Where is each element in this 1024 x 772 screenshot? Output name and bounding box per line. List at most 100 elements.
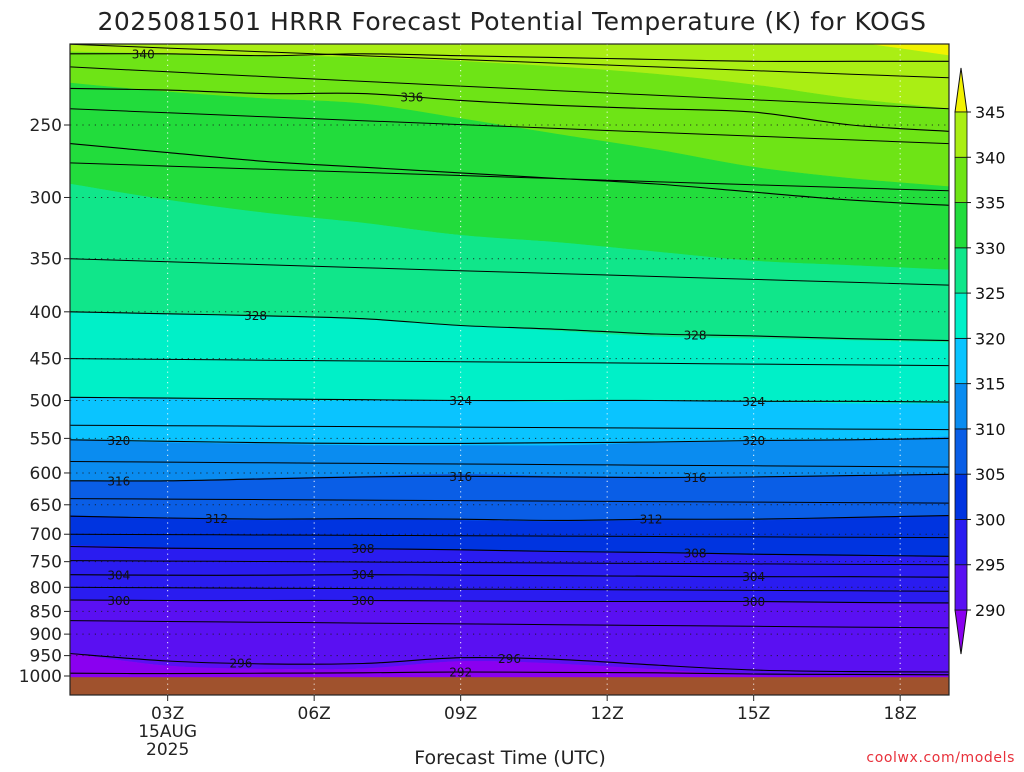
contour-line-312 (70, 515, 949, 521)
colorbar-label: 345 (975, 103, 1006, 122)
contour-label-316: 316 (684, 471, 707, 485)
colorbar-label: 335 (975, 194, 1006, 213)
grid-layer (70, 44, 949, 695)
contour-label-324: 324 (449, 394, 472, 408)
plot-frame (69, 43, 950, 696)
contour-label-340: 340 (132, 47, 155, 61)
y-tick-label: 850 (30, 602, 62, 622)
contour-line-340 (70, 53, 949, 63)
y-tick-label: 950 (30, 647, 62, 667)
contour-line-316 (70, 473, 949, 482)
colorbar-label: 320 (975, 329, 1006, 348)
colorbar-segment (954, 337, 968, 385)
x-tick-label: 06Z (298, 704, 331, 724)
x-tick-label: 15Z (737, 704, 770, 724)
contour-label-300: 300 (107, 594, 130, 608)
y-tick-label: 1000 (19, 667, 62, 687)
colorbar-label: 300 (975, 510, 1006, 529)
y-tick-label: 750 (30, 553, 62, 573)
x-tick-sublabel: 15AUG (138, 722, 197, 742)
x-tick-label: 12Z (591, 704, 624, 724)
contour-line-336 (70, 87, 949, 132)
contour-line-minor (70, 424, 949, 431)
contour-label-312: 312 (640, 513, 663, 527)
theta-fill-layer (70, 44, 949, 695)
contour-line-304 (70, 574, 949, 578)
contour-label-320: 320 (107, 434, 130, 448)
contour-label-300: 300 (742, 595, 765, 609)
colorbar-segment (954, 428, 968, 475)
theta-band (70, 396, 949, 447)
colorbar-label: 305 (975, 465, 1006, 484)
colorbar-segment (954, 519, 968, 566)
y-tick-label: 500 (30, 392, 62, 412)
x-axis-label: Forecast Time (UTC) (414, 747, 605, 768)
contour-label-300: 300 (352, 594, 375, 608)
contour-label-316: 316 (107, 474, 130, 488)
contour-label-320: 320 (742, 434, 765, 448)
contour-label-308: 308 (684, 547, 707, 561)
contour-line-minor (70, 258, 949, 286)
y-tick-label: 600 (30, 464, 62, 484)
colorbar-segment (954, 247, 968, 294)
x-tick-label: 03Z (151, 704, 184, 724)
y-tick-label: 800 (30, 578, 62, 598)
contour-label-296: 296 (229, 657, 252, 671)
contour-line-minor (70, 560, 949, 566)
contour-line-296 (70, 652, 949, 673)
colorbar-label: 315 (975, 375, 1006, 394)
colorbar-segment (954, 564, 968, 611)
colorbar-segment (954, 111, 968, 158)
x-tick-sublabel: 2025 (146, 740, 189, 760)
contour-line-minor (70, 620, 949, 629)
theta-band (863, 44, 949, 57)
y-tick-label: 550 (30, 429, 62, 449)
y-tick-label: 900 (30, 625, 62, 645)
x-tick-label: 18Z (884, 704, 917, 724)
y-tick-label: 400 (30, 303, 62, 323)
y-axis: 250 300 350 400 450 500 550 600 650 700 750 800 850 9… (19, 116, 70, 687)
contour-label-304: 304 (352, 568, 375, 582)
contour-label-304: 304 (742, 570, 765, 584)
contour-line-minor (70, 44, 949, 79)
colorbar-label: 325 (975, 284, 1006, 303)
colorbar-segment (954, 383, 968, 430)
colorbar-label: 310 (975, 420, 1006, 439)
contour-line-332 (70, 143, 949, 206)
contour-label-336: 336 (400, 90, 423, 104)
contour-line-minor (70, 498, 949, 504)
contour-line-328 (70, 311, 949, 342)
contour-layer (70, 44, 949, 676)
y-tick-label: 700 (30, 525, 62, 545)
contour-line-minor (70, 461, 949, 468)
credit-text: coolwx.com/models (866, 750, 1015, 766)
contour-line-300 (70, 599, 949, 604)
contour-line-minor (70, 586, 949, 592)
y-tick-label: 350 (30, 250, 62, 270)
colorbar-label: 330 (975, 239, 1006, 258)
contour-line-308 (70, 545, 949, 557)
contour-line-minor (70, 108, 949, 145)
colorbar-label: 340 (975, 148, 1006, 167)
contour-line-minor (70, 162, 949, 192)
contour-label-304: 304 (107, 568, 130, 582)
contour-line-minor (70, 66, 949, 110)
contour-label-328: 328 (684, 328, 707, 342)
colorbar-label: 290 (975, 601, 1006, 620)
contour-label-308: 308 (352, 542, 375, 556)
y-tick-label: 250 (30, 116, 62, 136)
contour-label-296: 296 (498, 652, 521, 666)
colorbar-segment (954, 156, 968, 203)
contour-line-minor (70, 533, 949, 539)
contour-label-292: 292 (449, 666, 472, 680)
y-tick-label: 300 (30, 188, 62, 208)
contour-line-324 (70, 396, 949, 403)
colorbar-extend-bottom (954, 609, 968, 655)
surface-layer (70, 677, 949, 695)
ground-surface (70, 677, 949, 695)
colorbar-segment (954, 292, 968, 339)
contour-label-328: 328 (244, 309, 267, 323)
